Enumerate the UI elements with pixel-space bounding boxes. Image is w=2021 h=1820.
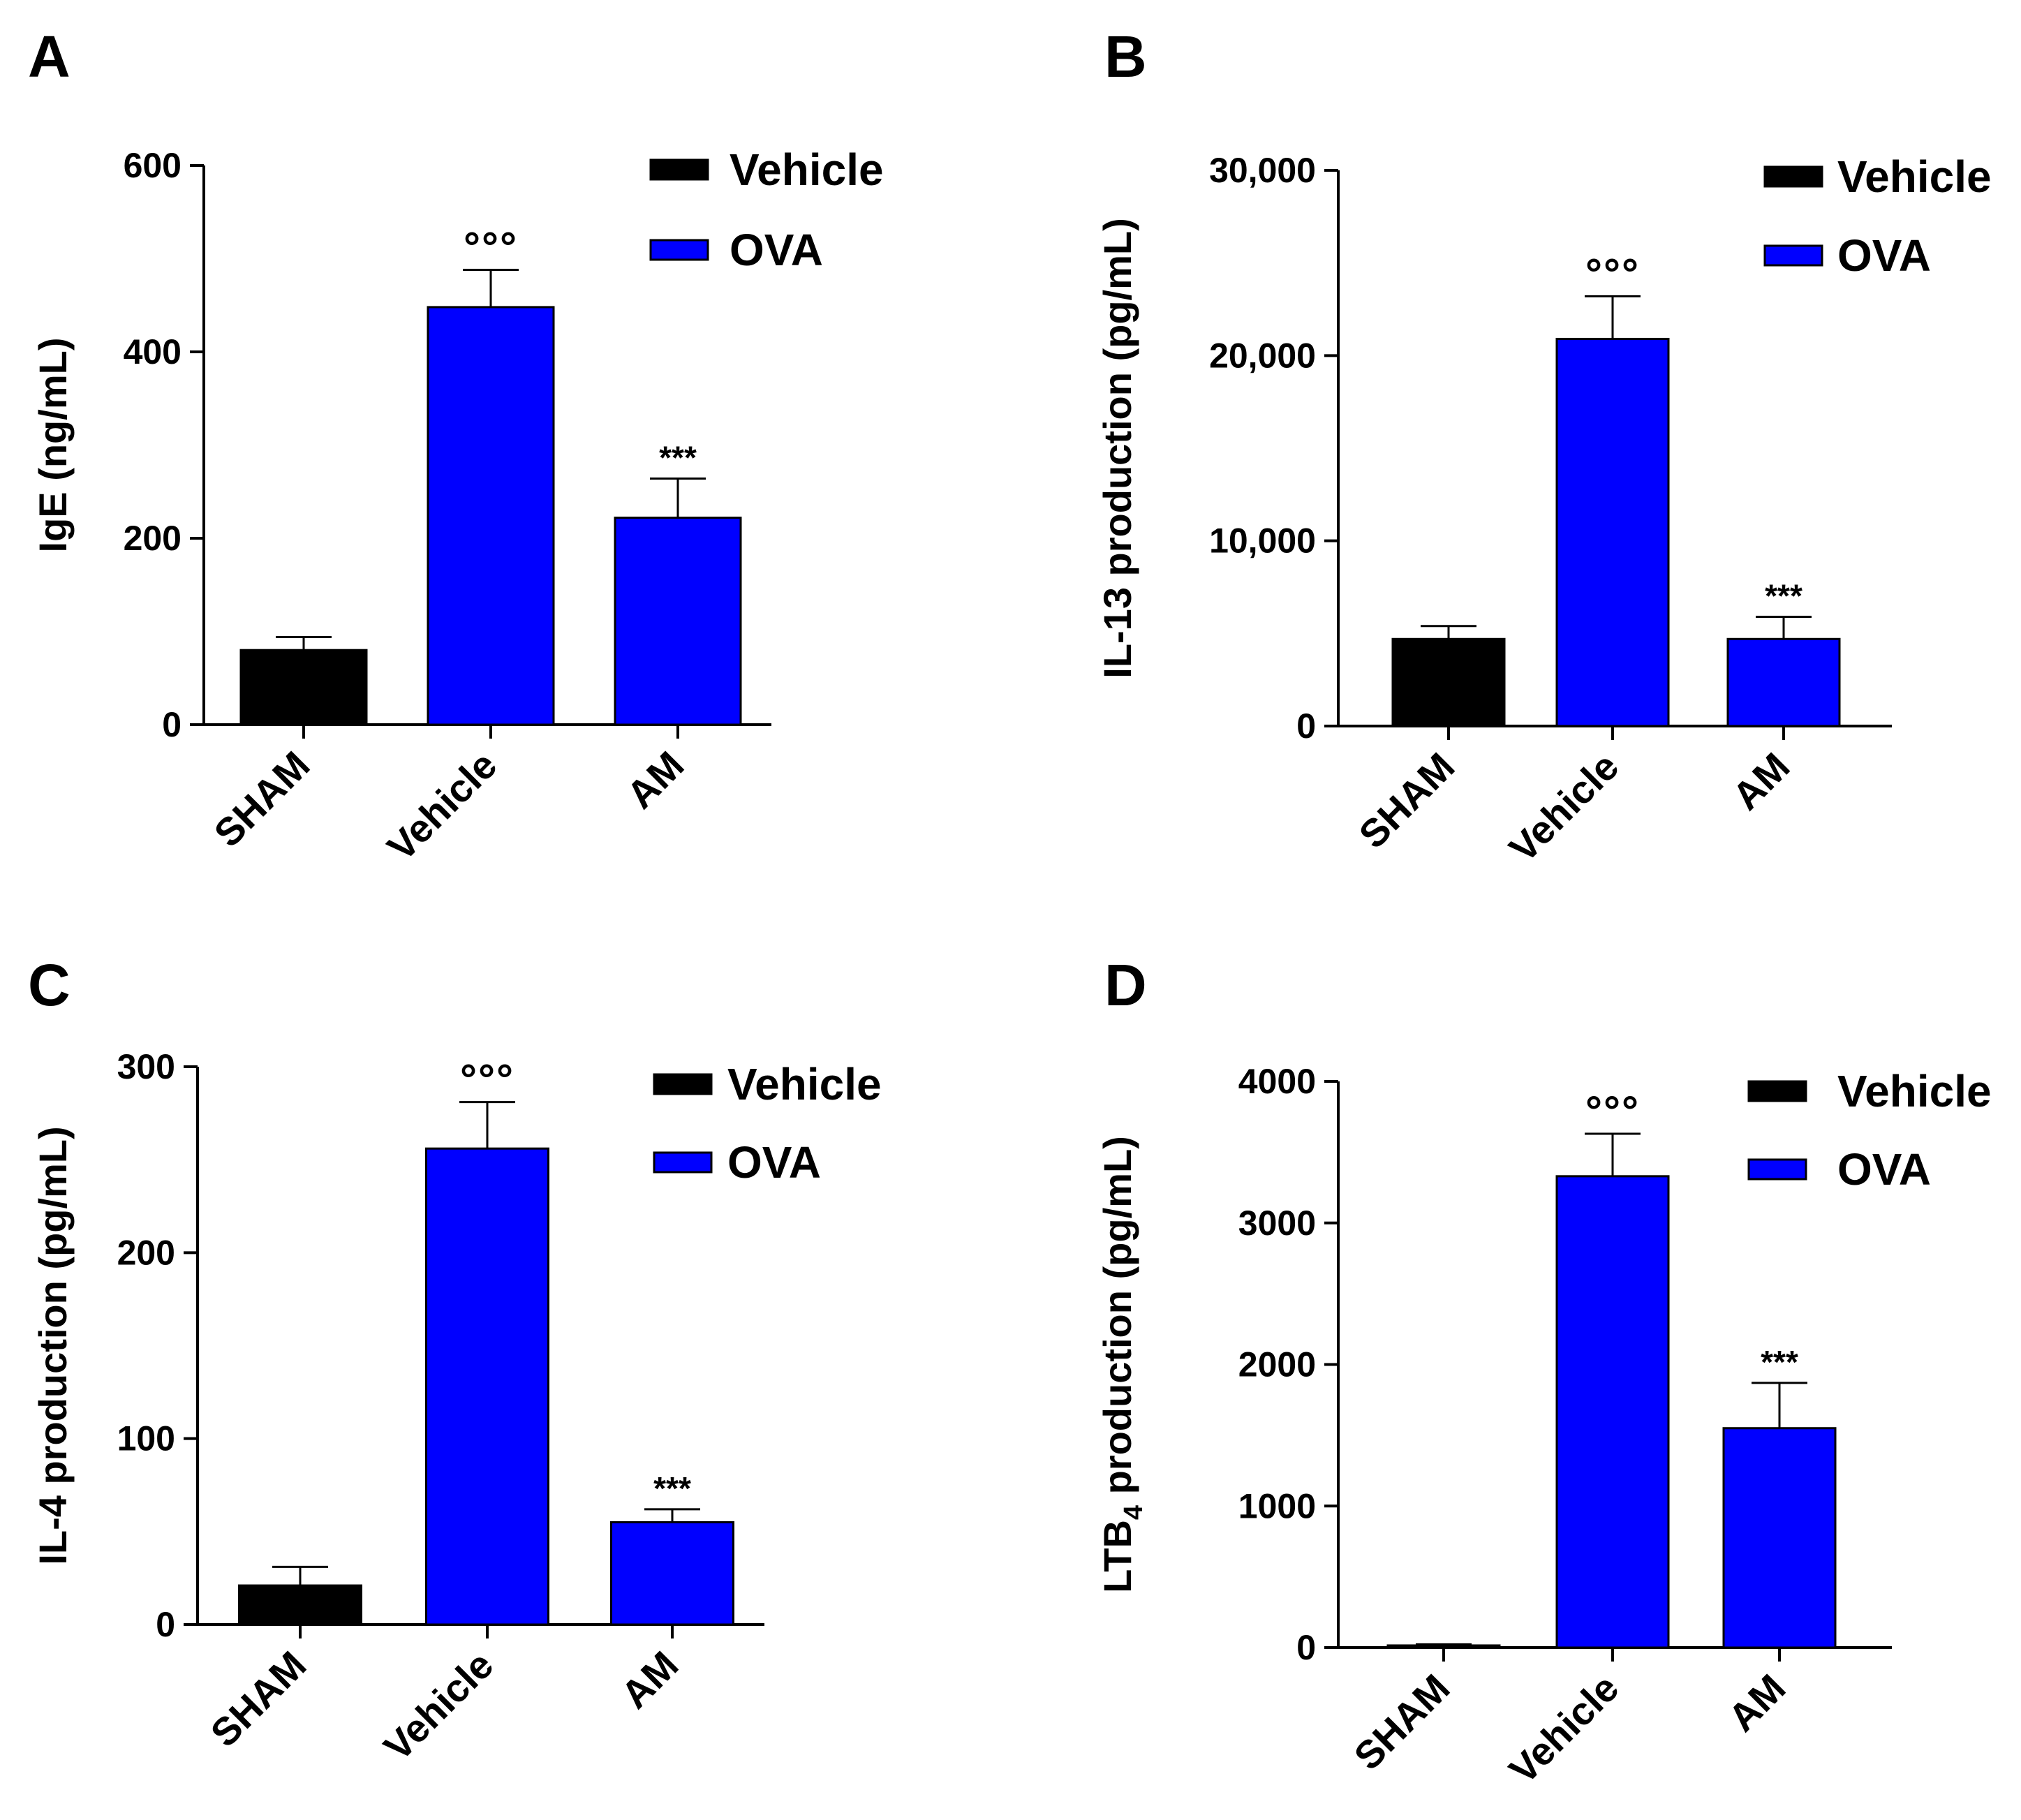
legend-label-vehicle: Vehicle	[730, 145, 884, 195]
y-tick-label: 2000	[1238, 1345, 1316, 1384]
significance-label: °°°	[1585, 250, 1640, 297]
y-tick-label: 0	[156, 1605, 175, 1644]
panel-letter: B	[1104, 24, 1147, 89]
bar-am	[1726, 637, 1841, 727]
legend-label-ova: OVA	[727, 1137, 821, 1188]
y-tick-label: 200	[124, 519, 182, 558]
legend-label-vehicle: Vehicle	[1837, 1066, 1992, 1116]
legend: Vehicle OVA	[1763, 151, 1992, 281]
y-tick-label: 100	[117, 1419, 175, 1458]
y-tick-label: 1000	[1238, 1486, 1316, 1525]
category-label: Vehicle	[378, 743, 505, 869]
significance-label: ***	[1765, 577, 1802, 614]
category-label: SHAM	[202, 1643, 314, 1755]
panel-a: A 0 200 400 600 IgE (ng/mL) SHAM °°° Vehicle *** A…	[28, 24, 884, 869]
bar-sham	[238, 1584, 362, 1626]
category-label: AM	[612, 1643, 686, 1717]
panel-letter: A	[28, 24, 71, 89]
category-label: Vehicle	[375, 1643, 501, 1769]
significance-label: °°°	[1585, 1088, 1640, 1134]
y-tick-label: 10,000	[1209, 521, 1316, 561]
legend: Vehicle OVA	[1747, 1066, 1992, 1194]
significance-label: °°°	[464, 224, 518, 271]
y-tick-label: 300	[117, 1047, 175, 1086]
legend-swatch-ova	[653, 1151, 713, 1174]
bar-sham	[239, 649, 368, 726]
y-tick-label: 600	[124, 146, 182, 185]
category-label: Vehicle	[1500, 1666, 1627, 1792]
significance-label: ***	[659, 440, 697, 476]
panel-c: C 0 100 200 300 IL-4 production (pg/mL) SHAM °°…	[28, 952, 882, 1769]
legend-swatch-vehicle	[653, 1073, 713, 1095]
legend-swatch-ova	[649, 239, 709, 261]
category-label: SHAM	[205, 743, 318, 855]
y-tick-label: 4000	[1238, 1062, 1316, 1101]
legend-swatch-ova	[1747, 1158, 1807, 1181]
y-axis-label: LTB4 production (pg/mL)	[1095, 1136, 1148, 1593]
legend-swatch-vehicle	[1763, 165, 1823, 188]
panel-letter: C	[28, 952, 71, 1018]
bar-am	[614, 517, 742, 726]
legend: Vehicle OVA	[649, 145, 884, 275]
y-tick-label: 0	[1296, 1628, 1316, 1667]
category-label: AM	[1719, 1666, 1793, 1740]
significance-label: ***	[653, 1470, 691, 1507]
legend-swatch-vehicle	[1747, 1080, 1807, 1102]
bar-vehicle	[425, 1147, 549, 1626]
legend-swatch-ova	[1763, 244, 1823, 267]
legend: Vehicle OVA	[653, 1059, 882, 1188]
legend-label-vehicle: Vehicle	[727, 1059, 882, 1109]
legend-label-vehicle: Vehicle	[1837, 151, 1992, 202]
y-tick-label: 20,000	[1209, 336, 1316, 375]
y-tick-label: 0	[162, 705, 182, 744]
category-label: SHAM	[1350, 744, 1463, 857]
legend-label-ova: OVA	[1837, 1144, 1931, 1194]
category-label: SHAM	[1345, 1666, 1458, 1778]
y-axis-label: IgE (ng/mL)	[31, 338, 75, 553]
bar-am	[610, 1521, 734, 1626]
significance-label: ***	[1761, 1344, 1798, 1380]
bar-vehicle	[427, 306, 555, 726]
y-tick-label: 400	[124, 332, 182, 371]
panel-d: D 0 1000 2000 3000 4000 LTB4 production (pg/mL…	[1095, 952, 1992, 1792]
legend-label-ova: OVA	[730, 225, 823, 275]
category-label: AM	[1724, 744, 1798, 818]
y-tick-label: 0	[1296, 706, 1316, 746]
y-tick-label: 200	[117, 1233, 175, 1272]
bar-am	[1722, 1427, 1837, 1649]
y-axis-label: IL-13 production (pg/mL)	[1095, 218, 1139, 678]
bar-sham	[1386, 1644, 1501, 1649]
legend-label-ova: OVA	[1837, 230, 1931, 281]
bar-vehicle	[1555, 337, 1670, 727]
bar-vehicle	[1555, 1175, 1670, 1649]
legend-swatch-vehicle	[649, 158, 709, 181]
category-label: AM	[618, 743, 692, 817]
category-label: Vehicle	[1500, 744, 1627, 871]
y-tick-label: 30,000	[1209, 151, 1316, 190]
panel-letter: D	[1104, 952, 1147, 1018]
panel-b: B 0 10,000 20,000 30,000 IL-13 production (pg…	[1095, 24, 1992, 871]
significance-label: °°°	[460, 1056, 514, 1103]
y-tick-label: 3000	[1238, 1204, 1316, 1243]
y-axis-label: IL-4 production (pg/mL)	[31, 1126, 75, 1564]
bar-sham	[1391, 637, 1506, 727]
